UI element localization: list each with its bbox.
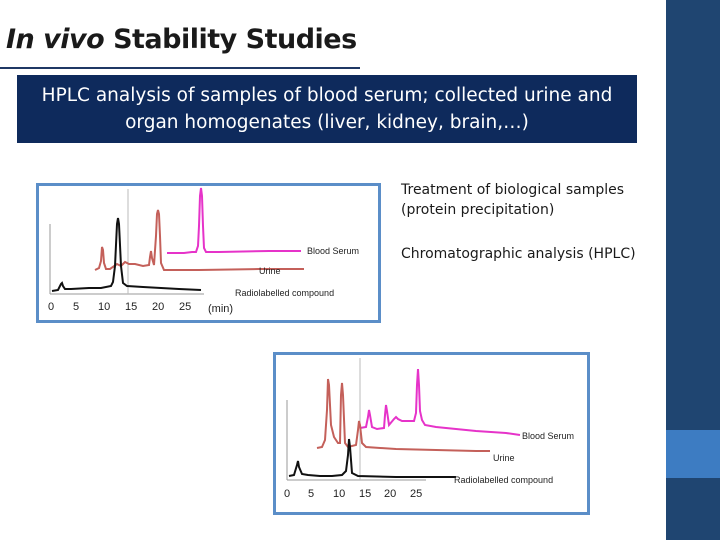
- accent-stripe-light: [666, 430, 720, 478]
- chromatogram-2-trace-radiolabelled: [288, 438, 456, 478]
- chromatogram-1-tick-0: 0: [48, 301, 54, 313]
- chromatogram-2-legend-radiolabelled: Radiolabelled compound: [454, 475, 553, 485]
- chromatogram-2-tick-10: 10: [333, 488, 345, 500]
- chromatogram-1-legend-radiolabelled: Radiolabelled compound: [235, 288, 334, 298]
- chromatogram-2-tick-25: 25: [410, 488, 422, 500]
- slide-title-italic: In vivo: [6, 24, 105, 55]
- chromatogram-2-trace-blood-serum: [359, 368, 521, 436]
- chromatogram-2-trace-urine: [316, 378, 490, 452]
- chromatogram-2-x-ticks: 0 5 10 15 20 25: [284, 488, 422, 500]
- text-block-hplc: Chromatographic analysis (HPLC): [401, 246, 636, 262]
- slide-title-rest: Stability Studies: [104, 24, 357, 55]
- chromatogram-2-legend-blood-serum: Blood Serum: [522, 431, 574, 441]
- chromatogram-1-tick-10: 10: [98, 301, 110, 313]
- chromatogram-2-tick-20: 20: [384, 488, 396, 500]
- banner-text: HPLC analysis of samples of blood serum;…: [41, 85, 613, 133]
- chromatogram-2: 0 5 10 15 20 25 Blood Serum Urine Radiol…: [273, 352, 590, 515]
- chromatogram-2-tick-0: 0: [284, 488, 290, 500]
- chromatogram-1-legend-blood-serum: Blood Serum: [307, 246, 359, 256]
- chromatogram-1-trace-radiolabelled: [51, 217, 202, 292]
- chromatogram-2-tick-15: 15: [359, 488, 371, 500]
- text-block-sample-treatment: Treatment of biological samples (protein…: [401, 182, 625, 218]
- chromatogram-1-x-ticks: 0 5 10 15 20 25: [48, 301, 191, 313]
- banner: HPLC analysis of samples of blood serum;…: [17, 75, 637, 143]
- chromatogram-1-x-label: (min): [208, 303, 233, 315]
- chromatogram-2-tick-5: 5: [308, 488, 314, 500]
- title-underline: [0, 67, 360, 69]
- chromatogram-1-legend-urine: Urine: [259, 266, 281, 276]
- chromatogram-1-tick-20: 20: [152, 301, 164, 313]
- chromatogram-1-trace-blood-serum: [167, 187, 301, 254]
- chromatogram-1-tick-25: 25: [179, 301, 191, 313]
- chromatogram-1-tick-15: 15: [125, 301, 137, 313]
- chromatogram-1: 0 5 10 15 20 25 (min) Blood Serum Urine …: [36, 183, 381, 323]
- chromatogram-1-svg: 0 5 10 15 20 25 (min) Blood Serum Urine …: [48, 187, 359, 315]
- chromatogram-1-trace-urine: [94, 209, 304, 271]
- slide-title: In vivo Stability Studies: [6, 24, 357, 55]
- chromatogram-2-legend-urine: Urine: [493, 453, 515, 463]
- chromatogram-2-svg: 0 5 10 15 20 25 Blood Serum Urine Radiol…: [284, 358, 574, 500]
- chromatogram-1-tick-5: 5: [73, 301, 79, 313]
